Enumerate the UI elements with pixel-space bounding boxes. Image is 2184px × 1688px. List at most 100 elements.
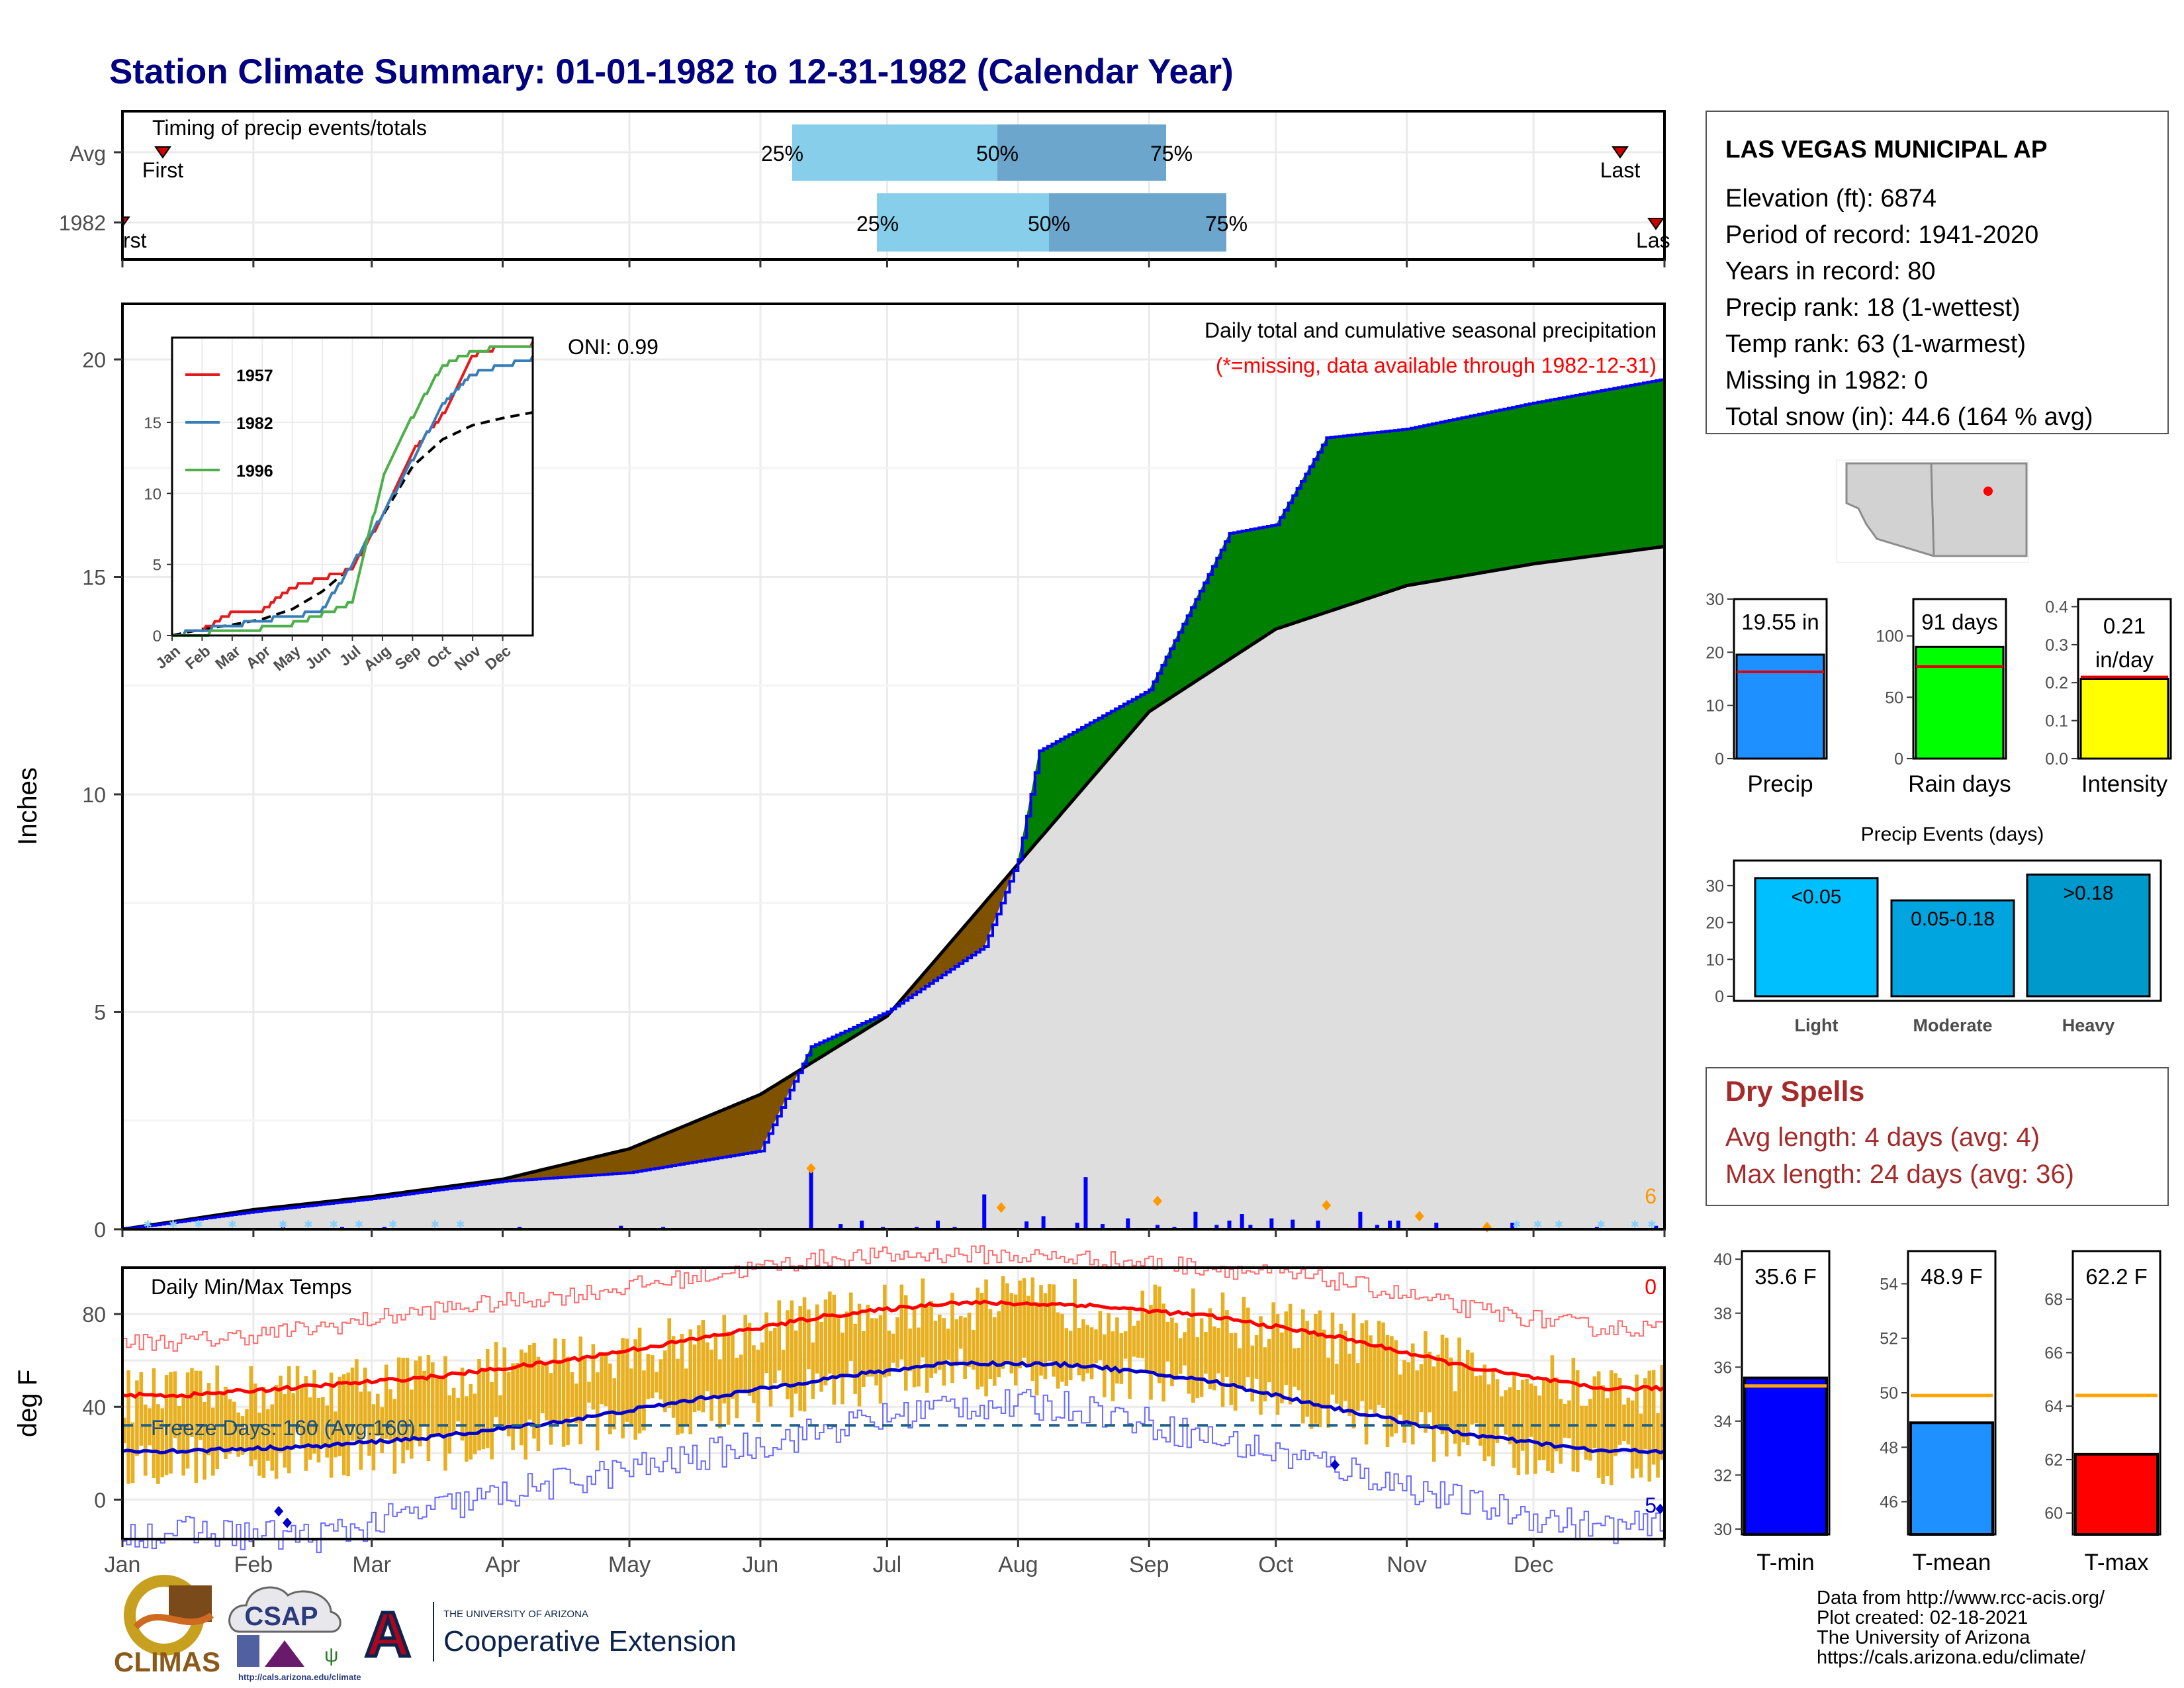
temp-range-bar-80 [460,1367,465,1441]
temp-range-bar-58 [367,1391,371,1456]
temp-record-min-marker-3 [1655,1503,1665,1515]
temp-range-bar-145 [735,1358,739,1419]
temp-range-bar-289 [1343,1331,1347,1401]
temp-range-bar-129 [667,1318,672,1409]
temp-range-bar-104 [561,1339,566,1447]
temp-range-bar-99 [540,1362,545,1414]
temp-range-bar-244 [1153,1284,1158,1373]
temp-range-bar-138 [705,1342,709,1391]
temp-range-bar-360 [1643,1378,1647,1450]
temp-range-bar-41 [295,1366,300,1432]
temp-range-bar-224 [1068,1331,1073,1381]
temp-range-bar-68 [410,1389,414,1459]
record-max-line [122,1245,1665,1352]
daily-precip-bar-21 [619,1225,623,1229]
temp-range-bar-197 [954,1319,959,1366]
temp-range-bar-5 [143,1404,148,1476]
temp-range-bar-306 [1415,1370,1419,1426]
temp-stat-tick-label-2-4: 68 [2044,1291,2063,1309]
temp-range-bar-83 [473,1393,477,1455]
ua-small-text: THE UNIVERSITY OF ARIZONA [443,1609,588,1620]
temp-range-bar-47 [321,1397,325,1448]
temp-range-bar-208 [1001,1276,1005,1369]
temp-range-bar-242 [1144,1313,1149,1372]
snow-marker-2: ✱ [194,1219,203,1231]
temp-range-bar-230 [1094,1329,1098,1364]
temp-range-bar-121 [633,1339,637,1440]
temp-range-bar-225 [1073,1278,1077,1368]
temp-range-bar-166 [823,1299,828,1385]
event-category-moderate: Moderate [1913,1015,1992,1035]
daily-precip-bar-6 [1155,1225,1160,1229]
temp-range-bar-362 [1651,1370,1656,1465]
temp-stat-label-t-min: T-min [1756,1550,1815,1575]
record-count: 6 [1645,1184,1657,1208]
temp-range-bar-266 [1246,1307,1250,1378]
temp-range-bar-93 [515,1362,520,1429]
temp-range-bar-92 [511,1363,515,1450]
month-label-Apr: Apr [485,1552,520,1577]
stat-tick-label-2-4: 0.4 [2045,598,2068,616]
temp-range-bar-273 [1275,1313,1280,1415]
month-label-Mar: Mar [352,1552,391,1577]
daily-precip-bar-33 [1227,1220,1232,1229]
temp-range-bar-317 [1461,1364,1466,1442]
temp-range-bar-56 [359,1391,363,1470]
temp-range-bar-153 [768,1331,773,1407]
temp-range-bar-302 [1398,1374,1402,1415]
temp-stat-bar-t-mean [1909,1421,1994,1536]
temp-range-bar-15 [185,1372,190,1469]
temp-range-bar-277 [1293,1348,1297,1387]
temp-range-bar-217 [1039,1285,1043,1376]
temp-stat-value-0: 35.6 F [1754,1264,1817,1289]
credit-data-source: Data from http://www.rcc-acis.org/ [1817,1587,2105,1609]
temp-range-bar-264 [1238,1348,1242,1385]
dry-spells-avg: Avg length: 4 days (avg: 4) [1725,1123,2040,1152]
temp-range-bar-258 [1212,1326,1216,1391]
temp-range-bar-216 [1034,1302,1039,1396]
temp-range-bar-1 [126,1370,130,1484]
temp-range-bar-363 [1656,1413,1660,1478]
temp-stat-tick-label-0-3: 36 [1713,1358,1732,1377]
avg-last-marker [1612,146,1629,159]
temp-range-bar-11 [169,1372,173,1474]
temp-range-bar-322 [1482,1364,1487,1462]
month-label-Jan: Jan [105,1552,141,1577]
temp-range-bar-290 [1347,1353,1351,1416]
temp-range-bar-18 [198,1370,203,1440]
snow-marker-11: ✱ [1512,1219,1521,1231]
temp-stat-tick-label-0-5: 40 [1713,1250,1732,1269]
temp-range-bar-274 [1280,1332,1284,1403]
temp-range-bar-349 [1596,1371,1601,1478]
csap-url-text: http://cals.arizona.edu/climate [238,1672,361,1682]
precip-frame [121,303,1666,1231]
temp-range-bar-357 [1630,1400,1635,1479]
daily-precip-bar-23 [839,1224,843,1229]
temp-stat-tick-label-0-0: 30 [1713,1521,1732,1539]
temp-range-bar-152 [764,1312,768,1374]
temp-range-bar-24 [224,1386,228,1459]
temp-range-bar-147 [743,1315,747,1391]
stat-tick-label-1-1: 50 [1885,688,1903,707]
snow-marker-8: ✱ [388,1219,397,1231]
temp-range-bar-229 [1089,1327,1094,1380]
temp-range-bar-220 [1052,1284,1056,1377]
temp-range-bar-176 [866,1304,870,1377]
stat-tick-label-0-3: 30 [1706,590,1724,609]
temp-range-bar-110 [587,1382,591,1403]
year-last-marker [1647,218,1664,230]
inset-line-1982 [172,355,534,637]
temp-range-bar-270 [1263,1347,1267,1402]
temp-range-bar-228 [1085,1325,1090,1374]
temp-range-bar-327 [1504,1390,1508,1435]
map-states-shape [1845,462,2028,557]
temp-range-bar-181 [887,1331,891,1377]
temp-range-bar-291 [1351,1313,1356,1429]
temp-range-bar-139 [709,1349,713,1421]
temp-range-bar-12 [173,1371,177,1438]
temp-range-bar-48 [325,1405,329,1458]
precip-record-marker-0 [806,1163,816,1174]
avg-first-label: First [142,158,183,182]
temp-range-bar-313 [1445,1337,1449,1457]
temp-range-bar-6 [148,1408,152,1446]
